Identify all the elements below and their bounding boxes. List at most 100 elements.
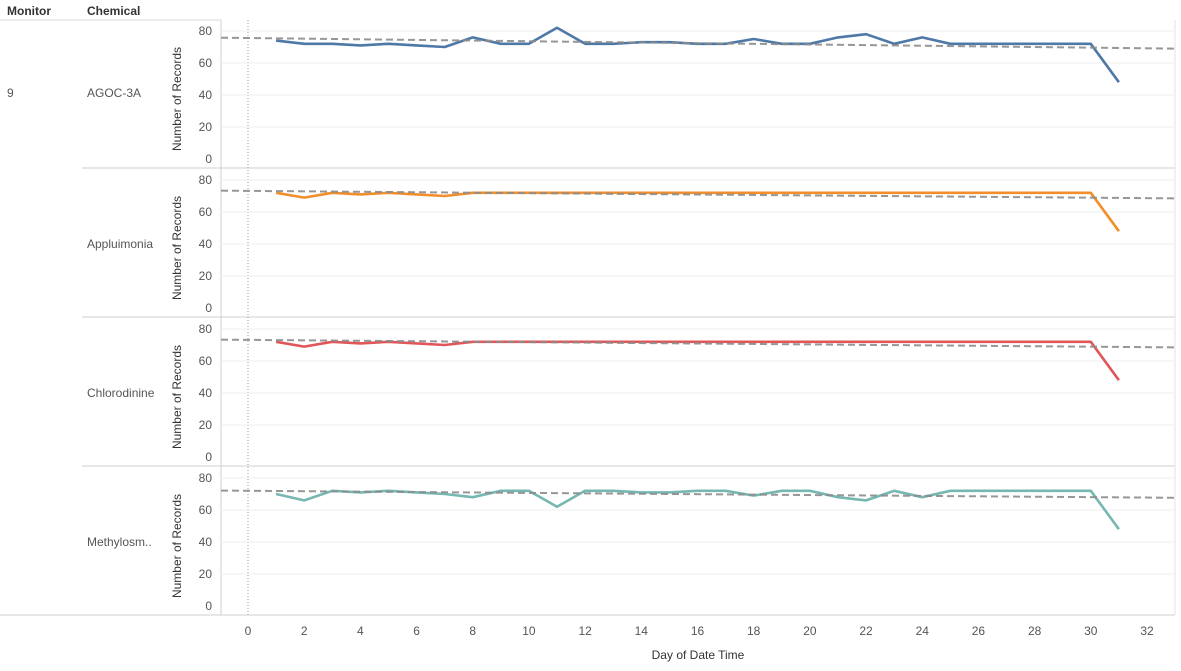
data-point [865, 499, 867, 501]
data-point [781, 341, 783, 343]
y-tick-label: 40 [199, 535, 213, 549]
data-point [359, 193, 361, 195]
data-point [472, 341, 474, 343]
x-tick-label: 4 [357, 624, 364, 638]
data-point [1090, 43, 1092, 45]
data-point [303, 345, 305, 347]
monitor-value: 9 [7, 86, 14, 100]
data-point [668, 341, 670, 343]
y-tick-label: 60 [199, 503, 213, 517]
y-tick-label: 60 [199, 56, 213, 70]
y-tick-label: 40 [199, 88, 213, 102]
y-tick-label: 0 [205, 301, 212, 315]
data-point [724, 341, 726, 343]
x-tick-label: 8 [469, 624, 476, 638]
x-tick-label: 10 [522, 624, 536, 638]
x-tick-label: 14 [635, 624, 649, 638]
data-point [275, 493, 277, 495]
data-point [612, 490, 614, 492]
x-tick-label: 6 [413, 624, 420, 638]
data-point [752, 192, 754, 194]
data-point [809, 341, 811, 343]
chemical-label: Appluimonia [87, 237, 153, 251]
data-point [331, 43, 333, 45]
y-tick-label: 60 [199, 354, 213, 368]
data-point [865, 192, 867, 194]
data-point [303, 196, 305, 198]
data-point [977, 490, 979, 492]
chemical-label: AGOC-3A [87, 86, 141, 100]
data-point [415, 491, 417, 493]
x-tick-label: 26 [972, 624, 986, 638]
data-point [472, 496, 474, 498]
series-line [275, 340, 1120, 381]
data-point [724, 192, 726, 194]
data-point [359, 342, 361, 344]
chemical-label: Chlorodinine [87, 386, 155, 400]
data-point [865, 33, 867, 35]
y-tick-label: 60 [199, 205, 213, 219]
data-point [668, 41, 670, 43]
data-point [1062, 490, 1064, 492]
data-point [1033, 341, 1035, 343]
data-point [977, 43, 979, 45]
data-point [921, 496, 923, 498]
data-point [556, 27, 558, 29]
data-point [837, 192, 839, 194]
data-point [528, 43, 530, 45]
data-point [303, 499, 305, 501]
data-point [415, 342, 417, 344]
data-point [1118, 528, 1120, 530]
data-point [977, 341, 979, 343]
x-tick-label: 16 [691, 624, 705, 638]
data-point [921, 36, 923, 38]
data-point [949, 43, 951, 45]
data-point [865, 341, 867, 343]
data-point [1033, 490, 1035, 492]
series-line [275, 26, 1120, 83]
data-point [275, 39, 277, 41]
data-point [387, 43, 389, 45]
chemical-header: Chemical [87, 4, 141, 18]
data-point [1118, 230, 1120, 232]
trend-line [220, 189, 1176, 200]
data-point [668, 491, 670, 493]
data-point [809, 490, 811, 492]
data-point [809, 192, 811, 194]
data-point [837, 496, 839, 498]
y-axis-title: Number of Records [170, 345, 184, 449]
y-tick-label: 0 [205, 450, 212, 464]
x-tick-label: 18 [747, 624, 761, 638]
data-point [1062, 43, 1064, 45]
data-point [1090, 341, 1092, 343]
data-point [893, 192, 895, 194]
trend-line [220, 489, 1176, 499]
data-point [781, 192, 783, 194]
data-point [303, 43, 305, 45]
y-tick-label: 80 [199, 471, 213, 485]
x-tick-label: 22 [859, 624, 873, 638]
data-point [1033, 43, 1035, 45]
data-point [949, 192, 951, 194]
x-tick-label: 24 [916, 624, 930, 638]
data-point [1062, 192, 1064, 194]
data-point [1118, 379, 1120, 381]
data-point [528, 490, 530, 492]
y-axis-title: Number of Records [170, 494, 184, 598]
data-point [837, 36, 839, 38]
series-line [275, 191, 1120, 232]
data-point [415, 193, 417, 195]
data-point [752, 38, 754, 40]
data-point [584, 43, 586, 45]
data-point [1090, 490, 1092, 492]
data-point [472, 192, 474, 194]
data-point [893, 490, 895, 492]
series-line [275, 489, 1120, 530]
data-point [724, 490, 726, 492]
data-point [1118, 81, 1120, 83]
data-point [1005, 490, 1007, 492]
x-tick-label: 12 [578, 624, 592, 638]
x-tick-label: 2 [301, 624, 308, 638]
data-point [1062, 341, 1064, 343]
